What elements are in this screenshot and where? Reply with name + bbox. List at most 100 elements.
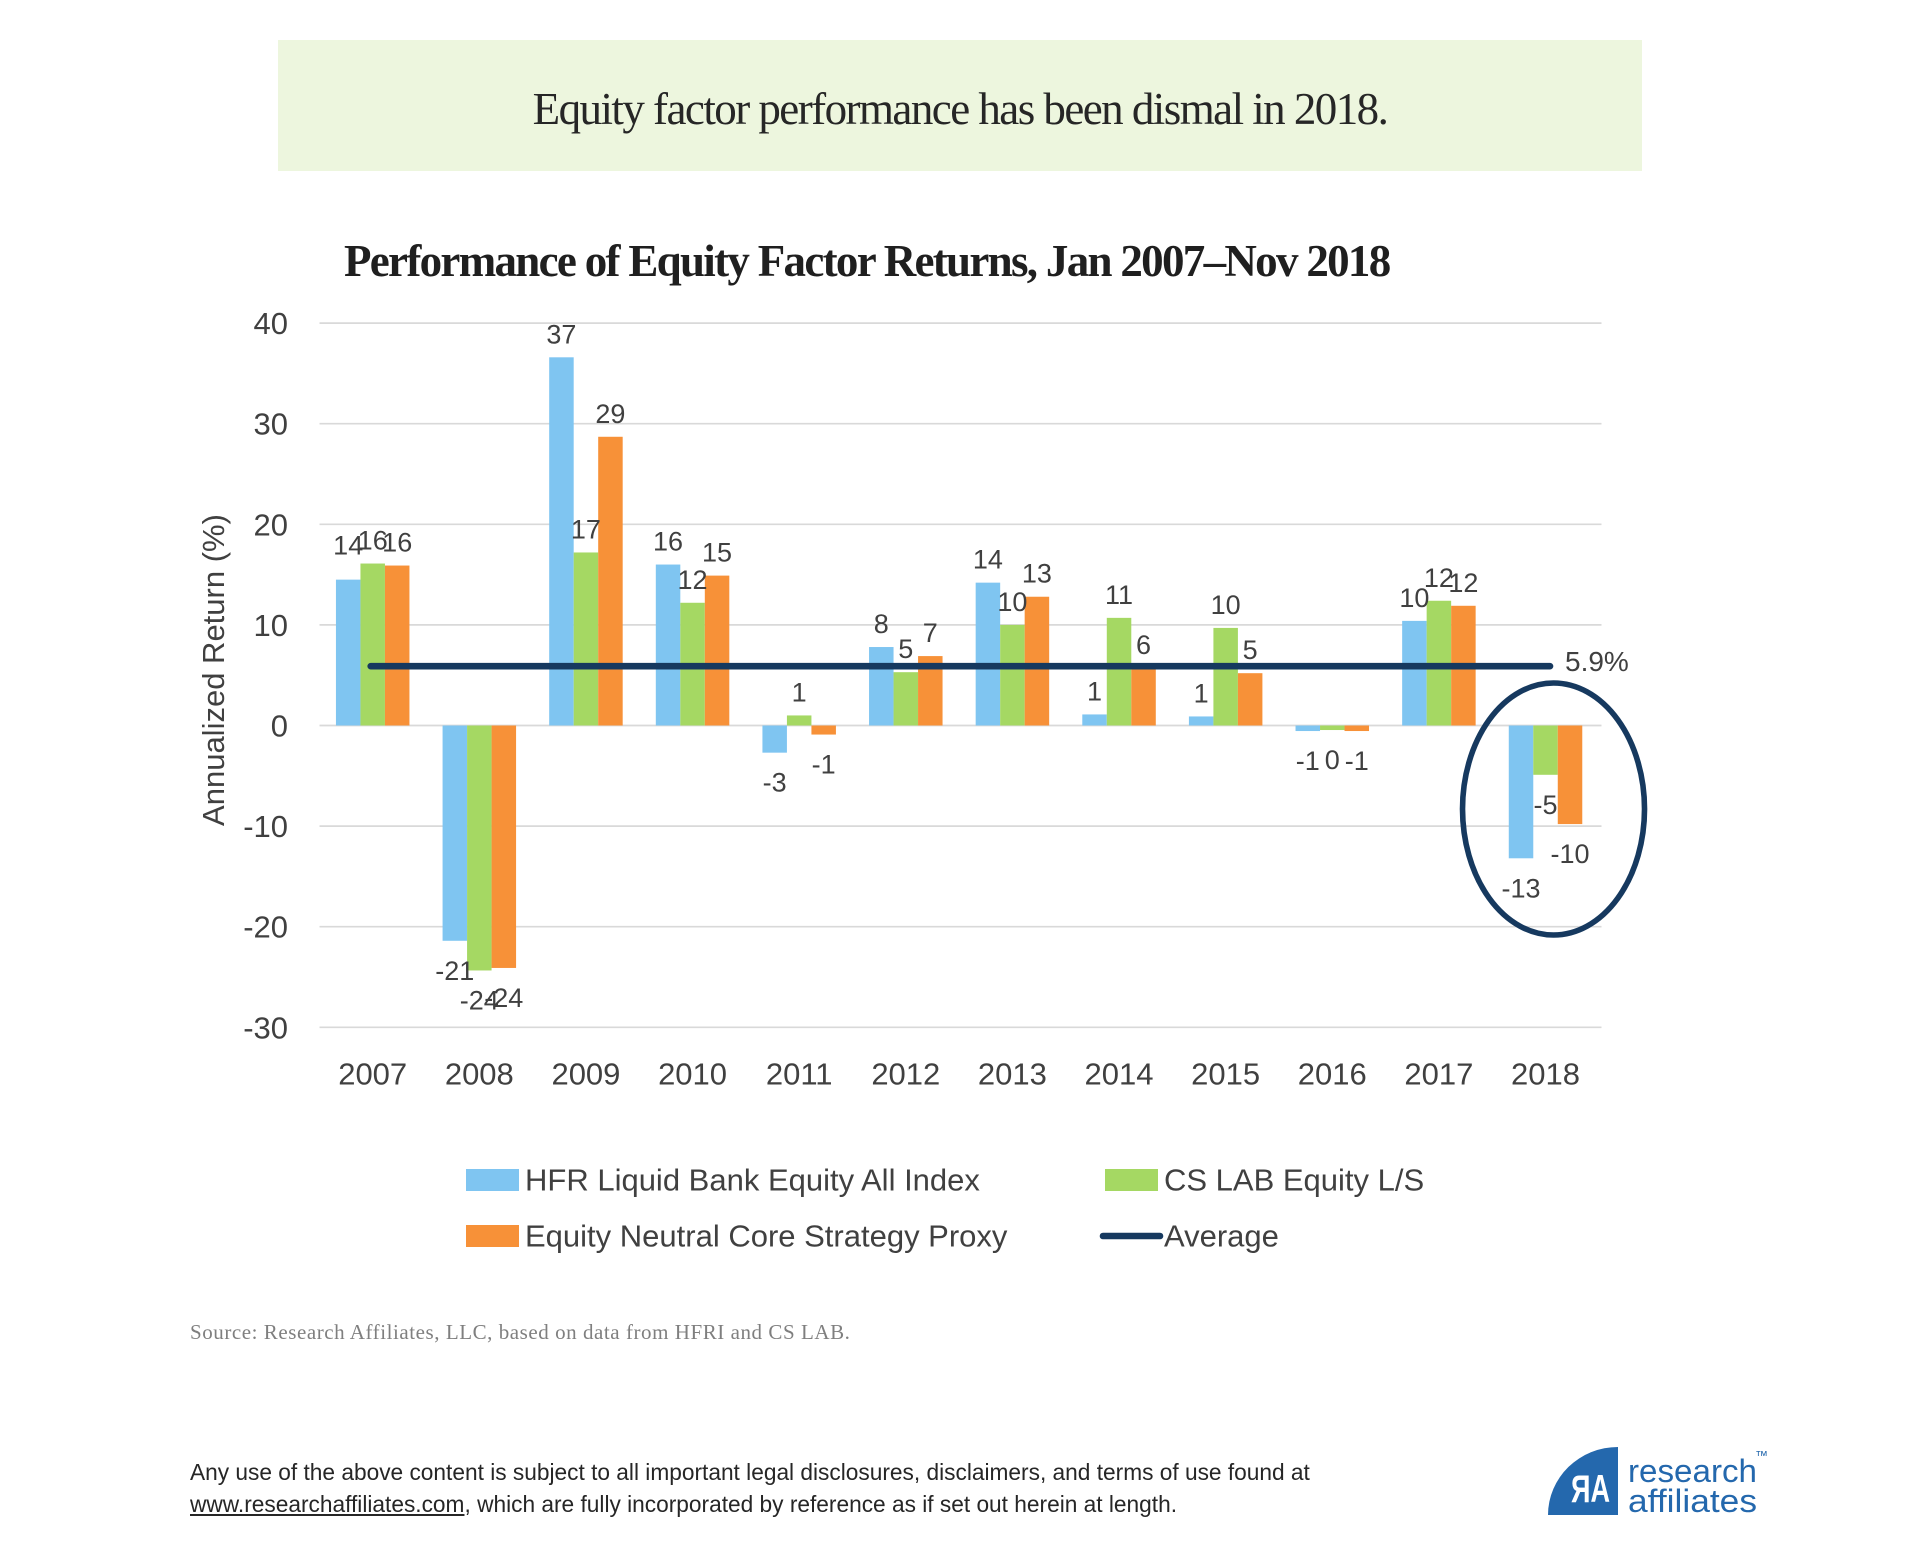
- bar-2013-s0: [975, 582, 1001, 726]
- bar-2008-s1: [467, 725, 492, 971]
- bar-2014-s1: [1106, 617, 1132, 726]
- bar-label-2014-s2: 6: [1136, 630, 1151, 660]
- bar-2016-s0: [1295, 725, 1321, 732]
- bar-label-2008-s0: -21: [435, 956, 474, 986]
- bar-2009-s1: [573, 552, 599, 726]
- bar-label-2013-s0: 14: [973, 545, 1003, 575]
- logo-monogram: ЯA: [1571, 1468, 1610, 1511]
- x-tick-label-2013: 2013: [978, 1057, 1047, 1092]
- legal-text-1: Any use of the above content is subject …: [190, 1459, 1310, 1485]
- bar-label-2015-s2: 5: [1243, 635, 1258, 665]
- bar-label-2016-s2: -1: [1345, 746, 1369, 776]
- bar-label-2007-s1: 16: [358, 526, 388, 556]
- bar-label-2008-s2: -24: [484, 983, 523, 1013]
- bar-label-2017-s1: 12: [1424, 563, 1454, 593]
- bar-2018-s0: [1508, 725, 1534, 859]
- y-tick-label-30: 30: [254, 407, 288, 442]
- legend-swatch-3: [466, 1225, 519, 1247]
- legal-disclaimer: Any use of the above content is subject …: [190, 1457, 1390, 1520]
- average-value-label: 5.9%: [1565, 646, 1629, 677]
- bar-label-2012-s1: 5: [898, 634, 913, 664]
- bar-label-2018-s2: -10: [1551, 839, 1590, 869]
- x-tick-label-2008: 2008: [445, 1057, 514, 1092]
- x-tick-label-2015: 2015: [1191, 1057, 1260, 1092]
- bar-2012-s1: [893, 672, 919, 726]
- headline-banner: Equity factor performance has been disma…: [278, 40, 1642, 171]
- bar-2016-s1: [1320, 725, 1345, 731]
- headline-text: Equity factor performance has been disma…: [532, 83, 1389, 134]
- bar-label-2017-s2: 12: [1448, 568, 1478, 598]
- bar-label-2014-s1: 11: [1105, 580, 1133, 610]
- bar-2014-s2: [1131, 668, 1156, 726]
- bar-label-2011-s0: -3: [763, 768, 787, 798]
- logo-word-affiliates: affiliates: [1628, 1483, 1757, 1519]
- source-note: Source: Research Affiliates, LLC, based …: [190, 1320, 851, 1344]
- bar-2012-s0: [869, 647, 894, 726]
- bar-label-2012-s0: 8: [874, 609, 889, 639]
- bar-2015-s2: [1237, 673, 1263, 726]
- bar-label-2015-s1: 10: [1211, 590, 1241, 620]
- y-axis-title: Annualized Return (%): [196, 514, 231, 826]
- bar-label-2016-s1: 0: [1325, 745, 1340, 775]
- bar-label-2017-s0: 10: [1399, 583, 1429, 613]
- y-tick-label--10: -10: [243, 809, 288, 844]
- bar-label-2013-s1: 10: [997, 587, 1027, 617]
- bar-2015-s0: [1188, 716, 1214, 726]
- bar-2011-s1: [786, 715, 812, 726]
- bar-2018-s1: [1533, 725, 1558, 775]
- bar-label-2009-s2: 29: [595, 399, 625, 429]
- x-tick-label-2011: 2011: [766, 1057, 833, 1092]
- bar-label-2007-s0: 14: [333, 531, 363, 561]
- x-tick-label-2007: 2007: [338, 1057, 407, 1092]
- bar-2007-s1: [360, 563, 385, 726]
- legal-text-2: , which are fully incorporated by refere…: [464, 1490, 1177, 1517]
- x-tick-label-2009: 2009: [551, 1057, 620, 1092]
- logo-word-research: research: [1628, 1453, 1757, 1489]
- bar-2018-s2: [1557, 725, 1583, 825]
- bar-2011-s2: [811, 725, 836, 735]
- bar-label-2011-s1: 1: [792, 677, 807, 707]
- y-tick-label-20: 20: [254, 507, 288, 542]
- bar-label-2018-s0: -13: [1502, 873, 1541, 903]
- logo-tm: ™: [1755, 1448, 1768, 1463]
- legend-label-4: Average: [1164, 1219, 1279, 1254]
- legend-swatch-1: [466, 1169, 519, 1191]
- researchaffiliates-link[interactable]: www.researchaffiliates.com: [190, 1490, 465, 1517]
- research-affiliates-logo: ЯA research ™ affiliates: [1548, 1447, 1768, 1519]
- y-tick-label--30: -30: [243, 1010, 288, 1045]
- bar-2007-s2: [384, 565, 410, 726]
- bar-2009-s2: [598, 436, 623, 726]
- bar-2015-s1: [1213, 627, 1238, 726]
- x-tick-label-2016: 2016: [1298, 1057, 1367, 1092]
- bar-2014-s0: [1082, 714, 1107, 726]
- annotation-ellipse-2018: [1459, 680, 1648, 938]
- bar-2007-s0: [335, 579, 361, 726]
- bar-label-2008-s1: -24: [460, 985, 499, 1015]
- bar-2017-s0: [1402, 620, 1427, 726]
- logo-mark-quarter-circle: [1548, 1447, 1618, 1515]
- bar-label-2018-s1: -5: [1534, 790, 1558, 820]
- y-tick-label--20: -20: [243, 910, 288, 945]
- bar-2010-s2: [704, 575, 730, 726]
- x-tick-label-2012: 2012: [871, 1057, 940, 1092]
- x-tick-label-2018: 2018: [1511, 1057, 1580, 1092]
- bar-label-2007-s2: 16: [382, 528, 412, 558]
- y-tick-label-10: 10: [254, 608, 288, 643]
- bar-2011-s0: [762, 725, 787, 753]
- bar-label-2014-s0: 1: [1087, 676, 1102, 706]
- bar-label-2009-s0: 37: [546, 319, 576, 349]
- x-tick-label-2014: 2014: [1085, 1057, 1154, 1092]
- bar-label-2010-s2: 15: [702, 538, 732, 568]
- bar-2010-s0: [655, 564, 681, 726]
- bar-label-2009-s1: 17: [571, 514, 601, 544]
- legend-swatch-2: [1105, 1169, 1158, 1191]
- y-tick-label-0: 0: [271, 709, 288, 744]
- bar-2008-s0: [442, 725, 468, 941]
- bar-label-2012-s2: 7: [923, 618, 938, 648]
- x-tick-label-2017: 2017: [1404, 1057, 1473, 1092]
- y-tick-label-40: 40: [254, 306, 288, 341]
- legend-label-1: HFR Liquid Bank Equity All Index: [525, 1163, 980, 1198]
- bar-label-2016-s0: -1: [1296, 746, 1320, 776]
- bar-label-2011-s2: -1: [812, 750, 836, 780]
